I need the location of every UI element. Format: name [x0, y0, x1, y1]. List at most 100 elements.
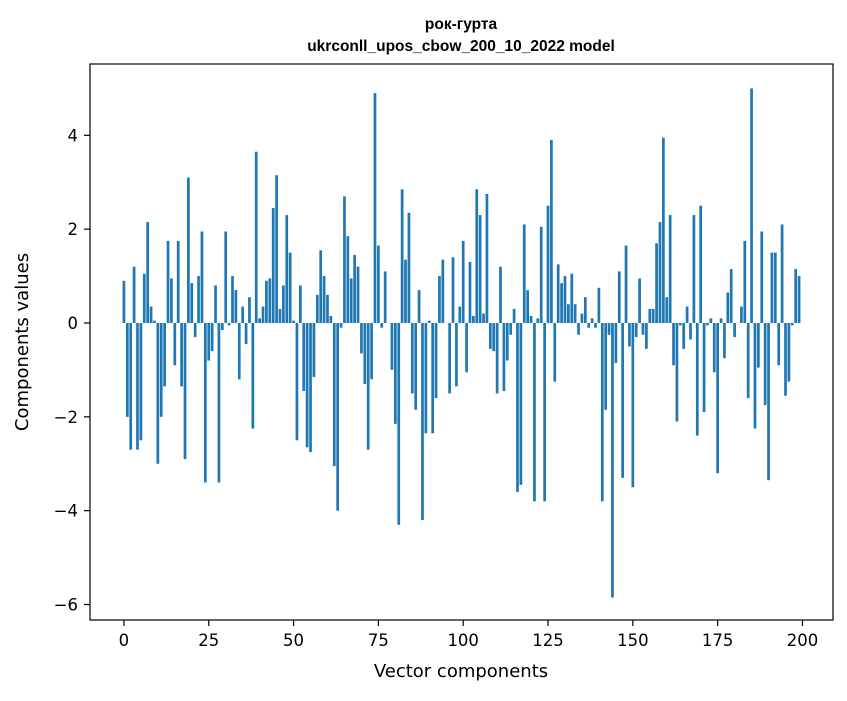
- bar: [512, 308, 516, 323]
- bar: [505, 323, 509, 361]
- bar: [146, 222, 150, 323]
- bar: [298, 285, 302, 323]
- bar: [173, 323, 177, 366]
- bar: [156, 323, 160, 464]
- bar: [241, 306, 245, 323]
- bar: [719, 318, 723, 323]
- bar: [522, 224, 526, 323]
- x-tick-label: 175: [702, 631, 734, 650]
- bar: [421, 323, 424, 521]
- bar: [132, 266, 136, 323]
- bar: [577, 323, 580, 335]
- bar: [153, 320, 156, 323]
- bar: [716, 323, 719, 474]
- x-axis-label: Vector components: [374, 661, 548, 682]
- bar: [770, 252, 774, 323]
- bar: [519, 323, 523, 485]
- bar: [122, 280, 126, 323]
- bar: [203, 323, 207, 483]
- bar: [265, 280, 268, 323]
- bar: [275, 175, 278, 323]
- x-tick-label: 0: [119, 631, 130, 650]
- bar: [288, 252, 292, 323]
- bar: [526, 290, 530, 323]
- bar: [438, 276, 441, 323]
- bar: [193, 323, 197, 338]
- bar: [244, 323, 248, 345]
- bar: [261, 306, 265, 323]
- bar: [672, 323, 675, 366]
- bar: [373, 93, 377, 323]
- y-tick-label: 0: [68, 314, 79, 333]
- bar: [424, 323, 428, 434]
- bar: [190, 283, 194, 323]
- bar: [214, 285, 217, 323]
- bar: [224, 231, 228, 323]
- bar: [366, 323, 370, 450]
- bar: [393, 323, 397, 424]
- bar: [353, 254, 356, 323]
- bar: [655, 243, 658, 323]
- bar: [539, 226, 543, 323]
- bar: [750, 88, 753, 324]
- bar: [461, 240, 465, 323]
- y-tick-label: −4: [54, 502, 78, 521]
- bar: [536, 318, 540, 323]
- bar: [237, 323, 241, 380]
- bar: [407, 212, 411, 323]
- bar: [227, 323, 231, 326]
- bar: [356, 266, 360, 323]
- bar: [726, 292, 730, 323]
- bar: [455, 323, 458, 387]
- bar: [363, 323, 367, 384]
- bar: [210, 323, 214, 352]
- bar: [580, 313, 584, 323]
- bar: [492, 323, 496, 352]
- bar: [207, 323, 211, 361]
- bar: [634, 323, 638, 338]
- bar: [787, 323, 791, 382]
- bar: [305, 323, 309, 448]
- bar: [628, 323, 631, 347]
- bar: [641, 323, 645, 335]
- bar: [733, 323, 736, 338]
- bar: [740, 306, 743, 323]
- y-tick-label: 2: [68, 220, 79, 239]
- bar: [217, 323, 221, 483]
- bar: [594, 323, 597, 328]
- bar: [427, 320, 431, 323]
- bar: [149, 306, 153, 323]
- bar: [645, 323, 648, 349]
- bar: [478, 215, 482, 323]
- bar: [553, 323, 557, 382]
- x-tick-label: 200: [787, 631, 819, 650]
- bar: [567, 304, 570, 323]
- bar: [692, 215, 696, 323]
- bar: [349, 278, 353, 323]
- bar: [675, 323, 679, 422]
- bar: [142, 273, 146, 323]
- bar: [614, 323, 618, 363]
- bar: [760, 231, 764, 323]
- bar: [767, 323, 770, 481]
- bar: [343, 196, 346, 323]
- bar: [180, 323, 183, 387]
- bar: [125, 323, 129, 417]
- bar: [516, 323, 519, 492]
- bar: [319, 250, 323, 323]
- bar: [326, 294, 329, 323]
- bar: [231, 276, 234, 323]
- bar: [312, 323, 316, 377]
- x-tick-label: 50: [283, 631, 304, 650]
- chart-title-line1: рок-гурта: [425, 16, 498, 33]
- bar: [458, 306, 462, 323]
- x-tick-label: 25: [198, 631, 219, 650]
- bar: [451, 257, 455, 323]
- bar: [468, 262, 472, 323]
- bar: [709, 318, 713, 323]
- bar: [682, 323, 686, 349]
- bar: [248, 297, 251, 323]
- bar: [543, 323, 546, 502]
- bar: [665, 297, 669, 323]
